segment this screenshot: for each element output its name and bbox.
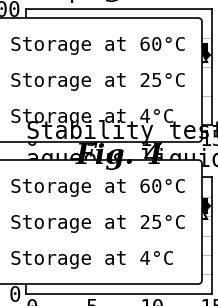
Text: Stability test of
aqueous liquid dispersion: Stability test of aqueous liquid dispers…	[26, 120, 218, 171]
Storage at 60°C	[114, 62, 117, 66]
Storage at 4°C	[31, 56, 33, 59]
Storage at 25°C	[198, 205, 201, 208]
Storage at 25°C	[114, 55, 117, 59]
Line: Storage at 60°C: Storage at 60°C	[25, 198, 206, 215]
Text: Fig. 4: Fig. 4	[76, 143, 164, 170]
Storage at 4°C	[31, 209, 33, 212]
Storage at 4°C	[198, 211, 201, 214]
Line: Storage at 60°C: Storage at 60°C	[25, 49, 206, 71]
Storage at 60°C	[198, 54, 201, 58]
Text: Stability test of liquid
dispersion - Viscosity: Stability test of liquid dispersion - Vi…	[26, 0, 218, 3]
Storage at 25°C	[114, 207, 117, 211]
Line: Storage at 4°C: Storage at 4°C	[25, 203, 206, 219]
X-axis label: Time(day): Time(day)	[62, 161, 175, 181]
Storage at 4°C	[198, 54, 201, 58]
Storage at 4°C	[114, 56, 117, 59]
Storage at 25°C	[67, 55, 69, 59]
Storage at 25°C	[31, 207, 33, 211]
Line: Storage at 25°C: Storage at 25°C	[25, 44, 206, 64]
Storage at 60°C	[114, 205, 117, 208]
Storage at 60°C	[67, 203, 69, 207]
Line: Storage at 4°C: Storage at 4°C	[25, 49, 206, 68]
Storage at 60°C	[198, 205, 201, 208]
Storage at 25°C	[31, 54, 33, 58]
Storage at 60°C	[31, 54, 33, 58]
Storage at 4°C	[67, 60, 69, 63]
Legend: Storage at 60°C, Storage at 25°C, Storage at 4°C: Storage at 60°C, Storage at 25°C, Storag…	[0, 160, 202, 284]
Storage at 25°C	[67, 213, 69, 216]
Storage at 60°C	[67, 55, 69, 59]
Storage at 60°C	[31, 207, 33, 211]
Storage at 4°C	[114, 211, 117, 214]
Line: Storage at 25°C: Storage at 25°C	[25, 200, 206, 221]
Storage at 4°C	[67, 211, 69, 214]
Legend: Storage at 60°C, Storage at 25°C, Storage at 4°C: Storage at 60°C, Storage at 25°C, Storag…	[0, 19, 202, 143]
Text: Fig. 3: Fig. 3	[76, 0, 164, 2]
Storage at 25°C	[198, 49, 201, 53]
